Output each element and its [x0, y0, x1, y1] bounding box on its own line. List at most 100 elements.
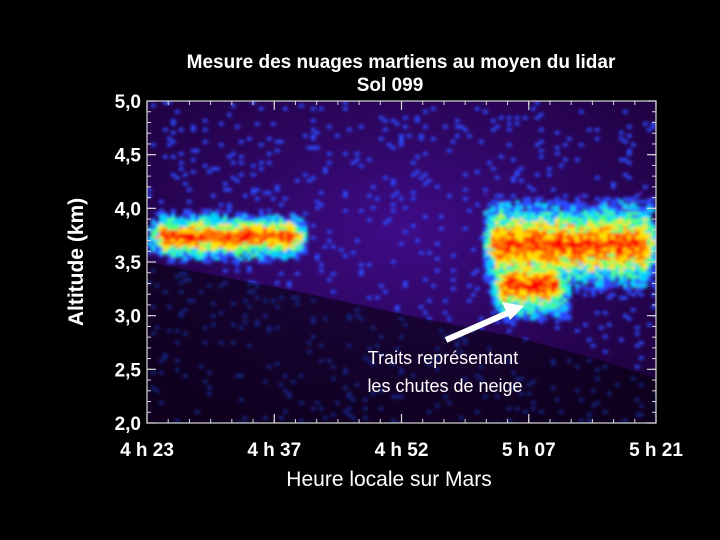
heat-cell	[491, 269, 496, 273]
heat-cell	[543, 272, 548, 276]
heat-cell	[211, 236, 216, 240]
heat-cell	[643, 215, 648, 219]
heat-cell	[291, 224, 296, 228]
heat-cell	[495, 203, 500, 207]
heat-cell	[523, 272, 528, 276]
heat-cell	[559, 230, 564, 234]
heat-cell	[519, 299, 524, 303]
heat-cell	[223, 251, 228, 255]
heat-cell	[559, 209, 564, 213]
heat-cell	[627, 245, 632, 249]
heat-cell	[531, 230, 536, 234]
heat-cell	[191, 236, 196, 240]
heat-cell	[263, 260, 268, 264]
heat-cell	[183, 212, 188, 216]
heat-cell	[531, 263, 536, 267]
heat-cell	[535, 209, 540, 213]
heat-cell	[287, 284, 292, 288]
heat-cell	[611, 251, 616, 255]
heat-cell	[647, 239, 652, 243]
heat-cell	[539, 218, 544, 222]
heat-cell	[615, 263, 620, 267]
heat-cell	[247, 266, 252, 270]
heat-cell	[523, 308, 528, 312]
heat-cell	[651, 221, 656, 225]
heat-cell	[619, 137, 624, 141]
heat-cell	[267, 161, 272, 165]
heat-cell	[207, 242, 212, 246]
heat-cell	[295, 224, 300, 228]
heat-cell	[203, 236, 208, 240]
annotation-line-2: les chutes de neige	[367, 376, 522, 396]
heat-cell	[607, 221, 612, 225]
heat-cell	[591, 260, 596, 264]
heat-cell	[543, 311, 548, 315]
heat-cell	[251, 251, 256, 255]
heat-cell	[615, 221, 620, 225]
heat-cell	[519, 167, 524, 171]
heat-cell	[619, 233, 624, 237]
heat-cell	[195, 251, 200, 255]
heat-cell	[395, 191, 400, 195]
heat-cell	[603, 197, 608, 201]
heat-cell	[643, 230, 648, 234]
heat-cell	[563, 287, 568, 291]
heat-cell	[219, 224, 224, 228]
heat-cell	[187, 257, 192, 261]
heat-cell	[539, 224, 544, 228]
heat-cell	[531, 266, 536, 270]
heat-cell	[607, 323, 612, 327]
heat-cell	[563, 248, 568, 252]
heat-cell	[531, 206, 536, 210]
heat-cell	[207, 245, 212, 249]
heat-cell	[623, 197, 628, 201]
heat-cell	[555, 227, 560, 231]
heat-cell	[495, 194, 500, 198]
heat-cell	[243, 215, 248, 219]
heat-cell	[299, 218, 304, 222]
heat-cell	[595, 254, 600, 258]
heat-cell	[579, 194, 584, 198]
heat-cell	[599, 266, 604, 270]
heat-cell	[575, 227, 580, 231]
heat-cell	[647, 218, 652, 222]
heat-cell	[179, 161, 184, 165]
heat-cell	[491, 242, 496, 246]
heat-cell	[519, 212, 524, 216]
heat-cell	[615, 218, 620, 222]
heat-cell	[531, 245, 536, 249]
heat-cell	[519, 248, 524, 252]
heat-cell	[515, 116, 520, 120]
heat-cell	[263, 221, 268, 225]
heat-cell	[495, 239, 500, 243]
heat-cell	[647, 323, 652, 327]
heat-cell	[587, 260, 592, 264]
heat-cell	[539, 251, 544, 255]
heat-cell	[623, 203, 628, 207]
heat-cell	[191, 254, 196, 258]
heat-cell	[615, 215, 620, 219]
heat-cell	[291, 218, 296, 222]
heat-cell	[283, 245, 288, 249]
heat-cell	[595, 278, 600, 282]
heat-cell	[559, 239, 564, 243]
heat-cell	[495, 212, 500, 216]
heat-cell	[555, 146, 560, 150]
heat-cell	[219, 242, 224, 246]
heat-cell	[547, 242, 552, 246]
heat-cell	[619, 263, 624, 267]
heat-cell	[615, 266, 620, 270]
heat-cell	[223, 239, 228, 243]
heat-cell	[571, 218, 576, 222]
heat-cell	[247, 224, 252, 228]
heat-cell	[519, 254, 524, 258]
heat-cell	[579, 110, 584, 114]
heat-cell	[511, 299, 516, 303]
heat-cell	[623, 296, 628, 300]
heat-cell	[167, 224, 172, 228]
heat-cell	[595, 311, 600, 315]
heat-cell	[547, 266, 552, 270]
heat-cell	[651, 305, 656, 309]
heat-cell	[499, 245, 504, 249]
heat-cell	[275, 215, 280, 219]
